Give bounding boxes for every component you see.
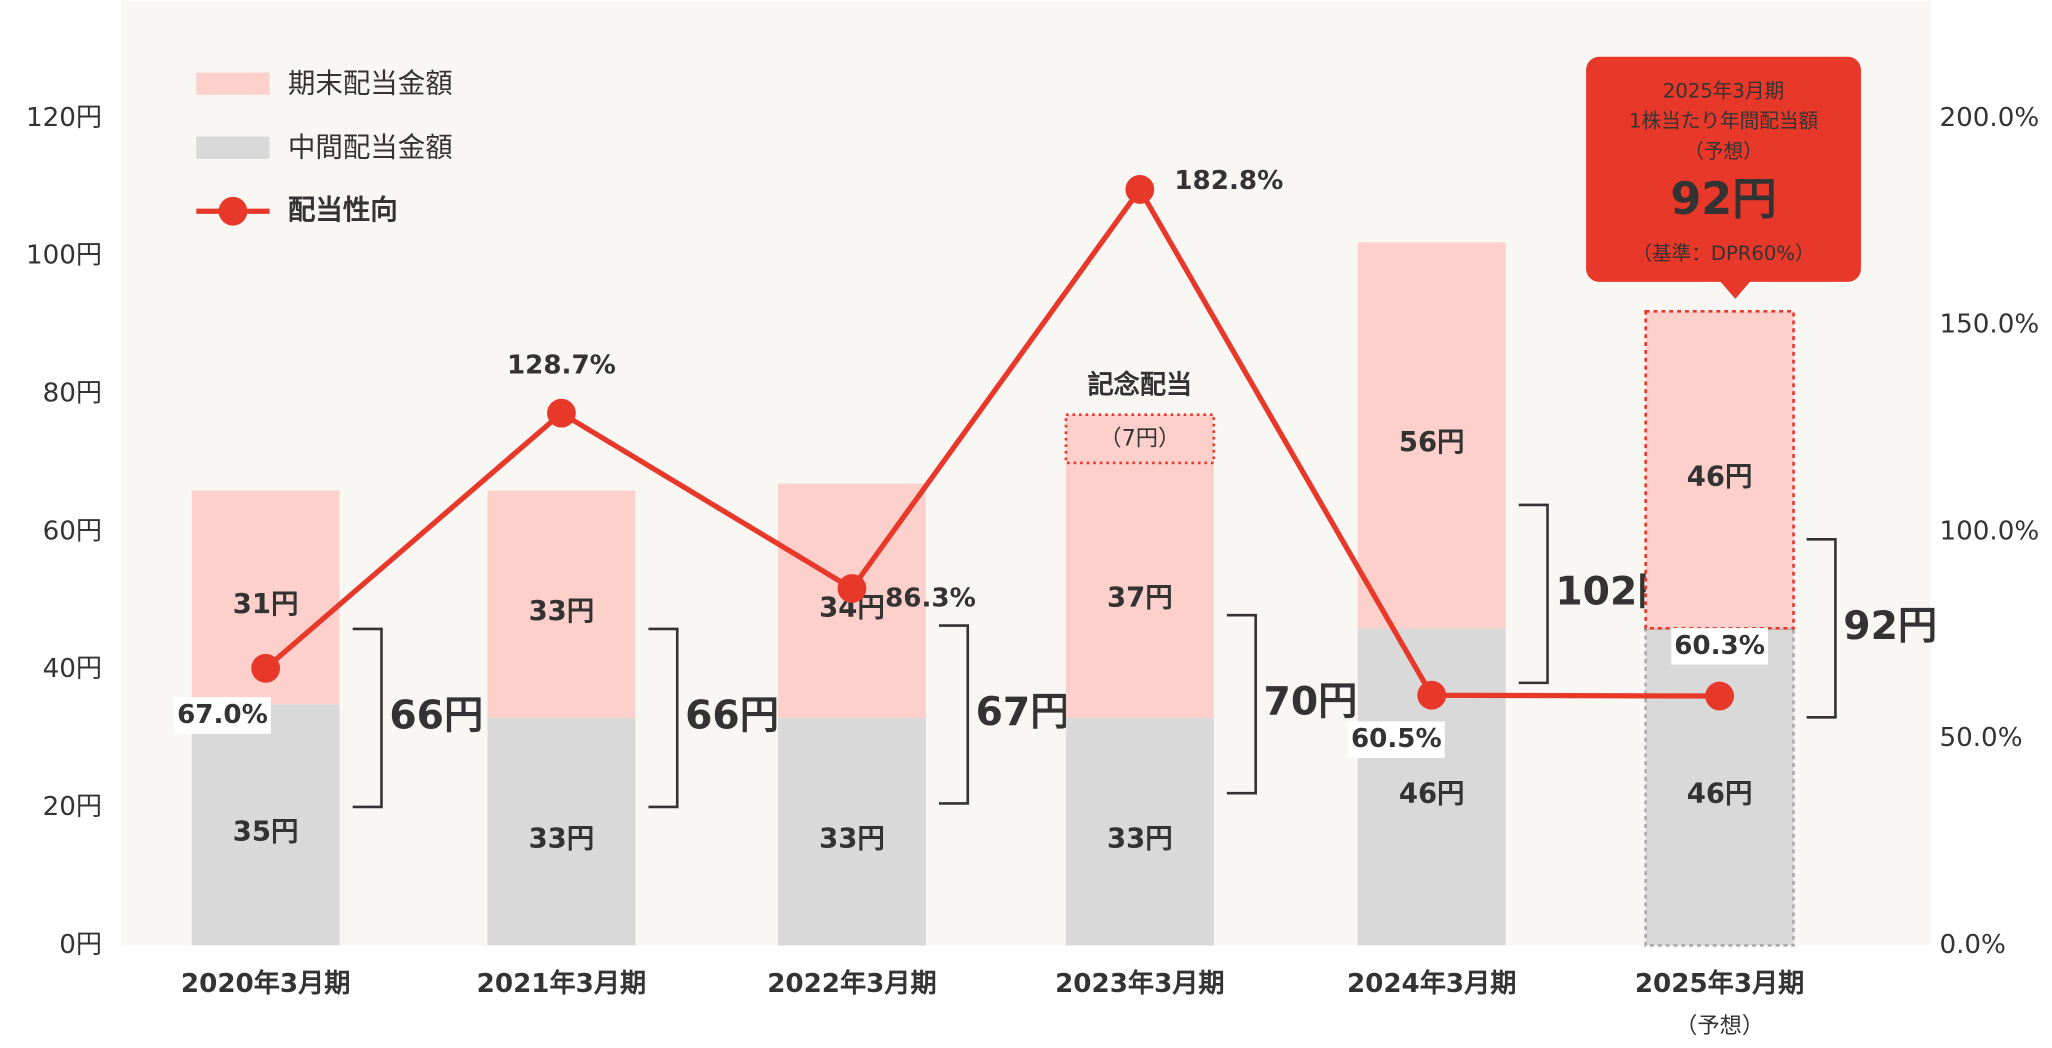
label-bg [1671,627,1769,665]
callout-pointer [1719,280,1752,299]
value-label: 37円 [1107,581,1173,613]
x-tick-label: 2023年3月期 [1055,968,1224,999]
label-bg [1347,721,1445,759]
forecast-note: （予想） [1675,1013,1764,1039]
value-label: 33円 [529,595,595,627]
payout-label: 128.7% [507,351,616,381]
bar-year-end [1357,242,1506,629]
bar-interim [1644,627,1795,947]
y-tick-label: 80円 [43,379,102,409]
y-tick-label: 0円 [59,930,102,960]
callout-text: （基準：DPR60%） [1632,242,1814,265]
payout-label: 67.0% [177,700,268,730]
x-tick-label: 2022年3月期 [767,968,936,999]
value-label: 33円 [529,823,595,855]
total-label: 66円 [685,693,779,738]
y2-tick-label: 150.0% [1939,310,2039,340]
legend-swatch [196,136,270,159]
x-tick-label: 2024年3月期 [1347,968,1516,999]
y2-tick-label: 50.0% [1939,723,2022,753]
callout-text: 2025年3月期 [1663,80,1784,103]
value-label: 46円 [1687,778,1753,810]
total-bracket [1226,613,1257,795]
legend-label: 期末配当金額 [288,67,453,99]
bar-year-end [1644,309,1795,630]
y2-tick-label: 100.0% [1939,516,2039,546]
y-tick-label: 100円 [26,241,102,271]
y-tick-label: 60円 [43,516,102,546]
value-label: 31円 [233,588,299,620]
payout-label: 182.8% [1174,166,1283,196]
total-label: 92円 [1843,604,1937,649]
x-tick-label: 2020年3月期 [181,968,350,999]
total-bracket [938,624,970,805]
value-label: 33円 [1107,823,1173,855]
payout-line [263,184,1720,699]
total-bracket [1518,503,1549,685]
x-tick-label: 2021年3月期 [477,968,646,999]
bar-interim [1065,717,1214,946]
x-tick-label: 2025年3月期 [1635,968,1804,999]
y2-tick-label: 200.0% [1939,103,2039,133]
bar-year-end [1065,462,1214,718]
payout-marker [1705,681,1734,711]
bar-interim [191,704,340,946]
y-tick-label: 20円 [43,792,102,822]
payout-label: 60.5% [1351,724,1442,754]
callout-text: （予想） [1684,140,1763,163]
payout-label: 86.3% [885,583,976,613]
value-label: 56円 [1399,426,1465,458]
total-bracket [1806,538,1837,719]
callout-box [1586,56,1861,282]
total-bracket [352,627,383,809]
payout-label: 60.3% [1674,631,1765,661]
value-label: 33円 [819,823,885,855]
y-tick-label: 120円 [26,103,102,133]
bar-commemorative [1064,413,1216,465]
value-label: 35円 [233,816,299,848]
legend-marker [218,196,248,226]
payout-marker [1417,680,1447,710]
legend-label: 配当性向 [288,194,398,226]
total-label: 70円 [1264,680,1358,725]
payout-marker [547,398,576,428]
y2-tick-label: 0.0% [1939,930,2005,960]
legend-label: 中間配当金額 [288,131,453,163]
y-tick-label: 40円 [43,654,102,684]
commemorative-label: 記念配当 [1088,369,1193,400]
payout-marker [1125,175,1155,204]
payout-marker [837,574,867,603]
legend-swatch [196,72,270,95]
total-label: 66円 [389,693,483,738]
value-label: （7円） [1099,425,1180,451]
value-label: 46円 [1687,461,1753,493]
total-bracket [648,627,679,809]
value-label: 46円 [1399,778,1465,810]
payout-marker [251,653,281,683]
bar-year-end [487,490,636,718]
callout-text: 92円 [1670,174,1776,225]
callout-text: 1株当たり年間配当額 [1629,110,1818,133]
bar-interim [487,717,636,946]
bar-interim [778,717,926,946]
total-label: 67円 [976,690,1070,735]
label-bg [174,697,271,734]
